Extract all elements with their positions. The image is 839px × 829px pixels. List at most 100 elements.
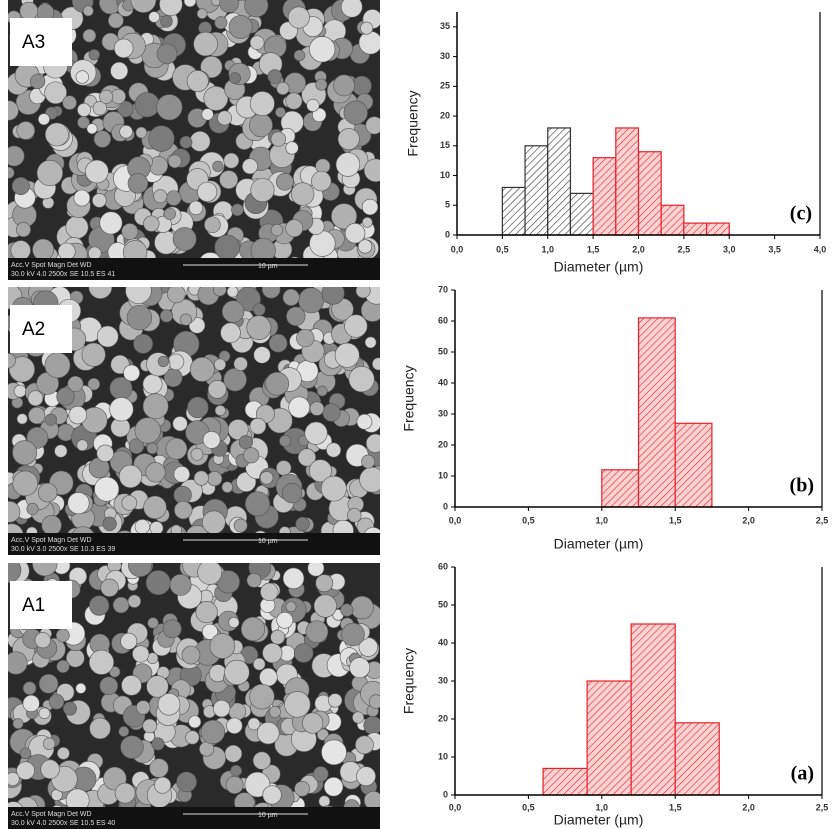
particle xyxy=(172,416,188,432)
particle xyxy=(151,737,165,751)
particle xyxy=(44,413,57,426)
particle xyxy=(56,659,70,673)
particle xyxy=(145,462,166,483)
x-tick-label: 3,0 xyxy=(723,244,736,254)
x-tick-label: 3,5 xyxy=(768,244,781,254)
particle xyxy=(121,675,142,696)
particle xyxy=(347,508,362,523)
y-tick-label: 60 xyxy=(438,561,448,571)
info-text: 30.0 kV 3.0 2500x SE 10.3 ES 39 xyxy=(11,546,115,553)
particle xyxy=(22,694,40,713)
particle xyxy=(109,397,134,422)
particle xyxy=(285,141,299,155)
particle xyxy=(120,632,138,650)
particle xyxy=(173,466,191,483)
image-label: A2 xyxy=(22,319,45,340)
particle xyxy=(244,0,269,18)
particle xyxy=(121,495,138,511)
particle xyxy=(361,198,379,216)
particle xyxy=(197,181,218,202)
panel-annotation: (c) xyxy=(790,203,812,225)
particle xyxy=(333,74,355,97)
info-bar xyxy=(8,258,380,280)
image-label: A1 xyxy=(22,595,45,616)
particle xyxy=(127,173,149,194)
particle xyxy=(145,570,171,596)
particle xyxy=(165,190,182,206)
particle xyxy=(284,691,311,718)
particle xyxy=(355,287,371,299)
particle xyxy=(28,406,46,425)
particle xyxy=(193,31,218,57)
particle xyxy=(134,519,150,535)
bar xyxy=(674,722,720,796)
particle xyxy=(62,701,77,716)
bar xyxy=(705,222,730,236)
histogram: 0 5 10 15 20 25 30 35 0,0 0,5 1,0 1,5 2,0 2,5 3,0 3,5 4,… xyxy=(405,12,826,275)
particle xyxy=(13,384,27,398)
x-tick-label: 1,0 xyxy=(596,515,609,525)
particle xyxy=(154,776,172,794)
particle xyxy=(169,574,192,596)
particle xyxy=(93,130,112,148)
particle xyxy=(322,403,341,422)
particle xyxy=(359,466,380,493)
particle xyxy=(189,131,211,152)
particle xyxy=(372,357,380,371)
particle xyxy=(365,116,380,135)
particle xyxy=(118,464,143,489)
particle xyxy=(16,761,35,780)
particle xyxy=(231,203,244,217)
y-tick-label: 60 xyxy=(438,315,448,325)
particle xyxy=(363,158,380,183)
particle xyxy=(261,287,281,299)
particle xyxy=(135,126,148,139)
particle xyxy=(42,737,56,750)
sem-image: Acc.V Spot Magn Det WD 30.0 kV 4.0 2500x … xyxy=(8,0,380,280)
particle xyxy=(41,515,62,536)
particle xyxy=(344,223,366,244)
particle xyxy=(252,303,266,316)
particle xyxy=(142,374,163,394)
bar xyxy=(615,127,640,236)
particle xyxy=(321,287,345,305)
particle xyxy=(8,353,16,369)
particle xyxy=(159,0,183,16)
x-tick-label: 1,5 xyxy=(669,515,682,525)
bar xyxy=(674,422,713,508)
particle xyxy=(134,92,160,118)
particle xyxy=(337,128,360,151)
x-tick-label: 2,0 xyxy=(742,515,755,525)
particle xyxy=(157,693,181,716)
y-axis-label: Frequency xyxy=(401,648,417,714)
particle xyxy=(334,342,360,368)
particle xyxy=(185,730,200,745)
info-bar xyxy=(8,533,380,555)
particle xyxy=(249,35,265,50)
particle xyxy=(19,747,32,760)
particle xyxy=(236,287,261,312)
particle xyxy=(100,578,119,597)
panel-annotation: (b) xyxy=(790,475,814,497)
particle xyxy=(276,460,292,476)
particle xyxy=(193,470,209,486)
particle xyxy=(186,70,209,93)
particle xyxy=(262,642,283,664)
particle xyxy=(68,405,87,425)
particle xyxy=(197,563,223,585)
particle xyxy=(341,622,365,647)
particle xyxy=(92,193,107,208)
bar xyxy=(637,317,676,508)
x-axis-label: Diameter (µm) xyxy=(554,259,644,275)
particle xyxy=(364,336,377,349)
particle xyxy=(297,448,316,467)
particle xyxy=(358,30,380,55)
particle xyxy=(249,683,275,710)
y-tick-label: 20 xyxy=(440,110,450,120)
particle xyxy=(360,21,374,35)
particle xyxy=(127,563,153,577)
particle xyxy=(302,712,324,734)
particle xyxy=(247,717,261,731)
particle xyxy=(228,616,240,628)
bar xyxy=(660,204,685,236)
